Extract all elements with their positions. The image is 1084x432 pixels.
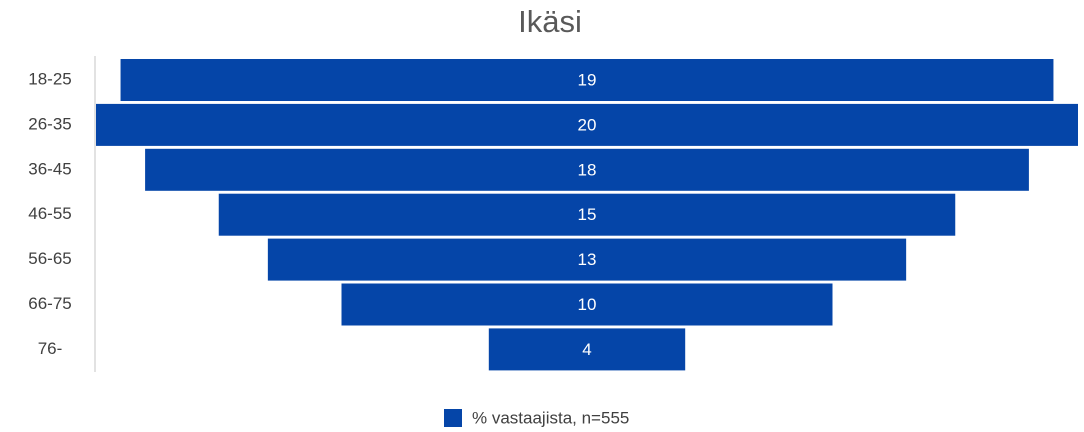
data-label: 20 [578, 115, 597, 134]
data-label: 19 [578, 70, 597, 89]
data-label: 15 [578, 205, 597, 224]
bar [120, 59, 1054, 101]
bar [145, 148, 1029, 191]
category-label: 76- [38, 339, 63, 358]
category-label: 46-55 [28, 204, 71, 223]
category-label: 18-25 [28, 69, 71, 88]
bar [267, 238, 907, 281]
chart-title: Ikäsi [518, 4, 582, 39]
data-label: 13 [578, 250, 597, 269]
legend-label: % vastaajista, n=555 [472, 408, 629, 427]
category-label: 66-75 [28, 294, 71, 313]
category-label: 56-65 [28, 249, 71, 268]
category-label: 36-45 [28, 159, 71, 178]
data-label: 10 [578, 295, 597, 314]
bar [341, 283, 833, 326]
legend-swatch [444, 409, 462, 427]
data-label: 18 [578, 160, 597, 179]
bar [96, 103, 1078, 146]
bar [488, 328, 686, 371]
bar [218, 193, 956, 236]
data-label: 4 [582, 340, 591, 359]
category-label: 26-35 [28, 114, 71, 133]
